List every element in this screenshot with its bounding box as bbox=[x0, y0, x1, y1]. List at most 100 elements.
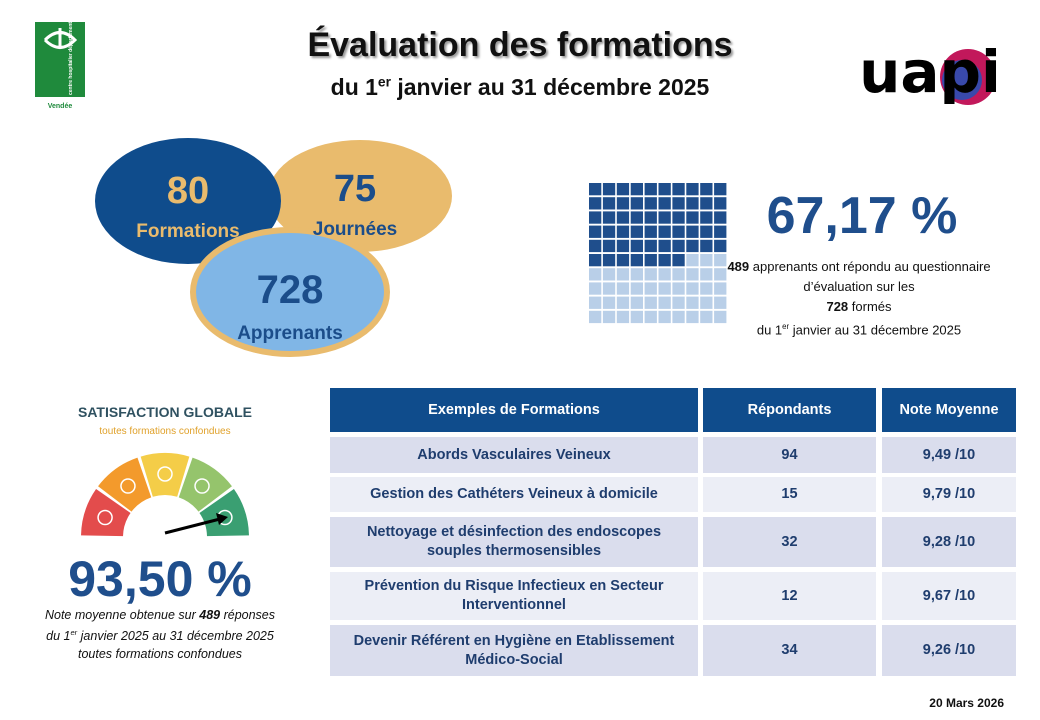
waffle-cell-filled bbox=[644, 211, 657, 224]
table-cell: 9,67 /10 bbox=[882, 572, 1016, 620]
waffle-cell bbox=[672, 296, 685, 309]
waffle-cell bbox=[644, 296, 657, 309]
table-cell: 34 bbox=[703, 625, 876, 676]
waffle-cell bbox=[658, 296, 671, 309]
waffle-cell bbox=[644, 310, 657, 324]
waffle-cell-filled bbox=[589, 225, 602, 238]
waffle-cell-filled bbox=[589, 254, 602, 267]
waffle-cell bbox=[644, 268, 657, 281]
table-header: Répondants bbox=[703, 388, 876, 432]
waffle-cell-filled bbox=[630, 239, 643, 253]
table-cell: 15 bbox=[703, 477, 876, 512]
waffle-cell-filled bbox=[700, 239, 713, 253]
logo-left-mark bbox=[43, 28, 78, 49]
stat-bubble bbox=[268, 140, 452, 252]
waffle-cell bbox=[700, 296, 713, 309]
waffle-cell bbox=[672, 282, 685, 295]
gauge-face bbox=[97, 509, 113, 526]
waffle-cell bbox=[672, 268, 685, 281]
note-text: réponses bbox=[220, 608, 276, 622]
waffle-cell-filled bbox=[686, 211, 699, 224]
waffle-cell bbox=[686, 296, 699, 309]
gauge-face bbox=[157, 466, 173, 482]
satisfaction-rate: 93,50 % bbox=[68, 551, 251, 607]
table-cell: Gestion des Cathéters Veineux à domicile bbox=[330, 477, 698, 512]
waffle-cell-filled bbox=[589, 239, 602, 253]
gauge-needle-head bbox=[216, 513, 228, 525]
trained: 728 bbox=[826, 299, 849, 314]
subtitle-text: janvier au 31 décembre 2025 bbox=[390, 74, 710, 100]
waffle-cell bbox=[686, 268, 699, 281]
note-period: du 1 bbox=[46, 629, 71, 644]
waffle-cell bbox=[616, 310, 630, 324]
gauge-face bbox=[194, 478, 210, 494]
waffle-cell-filled bbox=[714, 211, 727, 224]
date: 20 Mars 2026 bbox=[929, 696, 1004, 710]
table-cell: 12 bbox=[703, 572, 876, 620]
waffle-cell-filled bbox=[630, 211, 643, 224]
waffle-cell-filled bbox=[630, 197, 643, 210]
waffle-cell-filled bbox=[589, 183, 602, 196]
waffle-cell-filled bbox=[616, 239, 630, 253]
waffle-cell-filled bbox=[672, 183, 685, 196]
period: du 1 bbox=[756, 322, 783, 338]
waffle-cell-filled bbox=[658, 183, 671, 196]
waffle-cell-filled bbox=[672, 225, 685, 238]
gauge-segment bbox=[81, 488, 131, 537]
waffle-cell bbox=[686, 254, 699, 267]
waffle-cell bbox=[630, 268, 643, 281]
waffle-cell bbox=[658, 282, 671, 295]
waffle-cell-filled bbox=[616, 183, 630, 196]
waffle-cell-filled bbox=[700, 211, 713, 224]
waffle-cell-filled bbox=[672, 197, 685, 210]
waffle-cell-filled bbox=[630, 254, 643, 267]
waffle-cell-filled bbox=[686, 239, 699, 253]
waffle bbox=[589, 183, 727, 324]
waffle-cell-filled bbox=[672, 239, 685, 253]
waffle-cell bbox=[686, 282, 699, 295]
table-header: Exemples de Formations bbox=[330, 388, 698, 432]
gauge-needle bbox=[164, 517, 221, 535]
waffle-cell-filled bbox=[700, 197, 713, 210]
waffle-cell-filled bbox=[714, 239, 727, 253]
waffle-cell bbox=[630, 296, 643, 309]
waffle-cell bbox=[658, 310, 671, 324]
waffle-cell-filled bbox=[686, 197, 699, 210]
table-cell: Abords Vasculaires Veineux bbox=[330, 437, 698, 473]
waffle-cell-filled bbox=[630, 225, 643, 238]
waffle-cell bbox=[714, 268, 727, 281]
note-scope: toutes formations confondues bbox=[78, 647, 242, 662]
waffle-cell-filled bbox=[714, 197, 727, 210]
waffle-cell bbox=[700, 254, 713, 267]
waffle-cell-filled bbox=[602, 225, 616, 238]
response-rate: 67,17 % bbox=[767, 187, 958, 245]
waffle-cell-filled bbox=[616, 197, 630, 210]
stat-value: 728 bbox=[257, 268, 324, 312]
waffle-cell-filled bbox=[700, 225, 713, 238]
waffle-cell bbox=[700, 268, 713, 281]
satisfaction-title: SATISFACTION GLOBALE bbox=[78, 404, 252, 420]
waffle-cell bbox=[589, 296, 602, 309]
waffle-cell-filled bbox=[658, 211, 671, 224]
waffle-cell bbox=[589, 310, 602, 324]
waffle-cell bbox=[714, 254, 727, 267]
logo-left-text: centre hospitalier départemental bbox=[68, 17, 74, 95]
subtitle: du 1er janvier au 31 décembre 2025 bbox=[0, 74, 1040, 101]
waffle-cell-filled bbox=[672, 254, 685, 267]
table-cell: 9,79 /10 bbox=[882, 477, 1016, 512]
note-period: janvier 2025 au 31 décembre 2025 bbox=[77, 629, 274, 644]
satisfaction-subtitle: toutes formations confondues bbox=[99, 426, 230, 437]
stat-bubble bbox=[190, 227, 390, 357]
response-text: 489 apprenants ont répondu au questionna… bbox=[720, 257, 998, 340]
waffle-cell bbox=[714, 282, 727, 295]
waffle-cell-filled bbox=[658, 239, 671, 253]
note-sup: er bbox=[70, 628, 78, 637]
stat-value: 80 bbox=[167, 170, 209, 212]
waffle-cell-filled bbox=[616, 225, 630, 238]
waffle-cell bbox=[658, 268, 671, 281]
table-cell: 9,26 /10 bbox=[882, 625, 1016, 676]
table-cell: Prévention du Risque Infectieux en Secte… bbox=[330, 572, 698, 620]
waffle-cell bbox=[616, 268, 630, 281]
